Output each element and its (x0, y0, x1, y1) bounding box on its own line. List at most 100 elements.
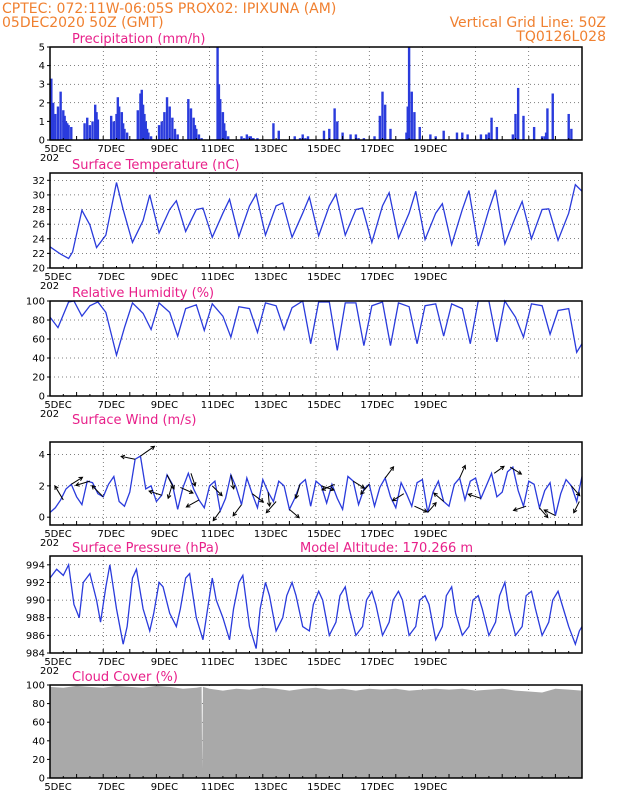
wind-vector (54, 485, 64, 501)
x-tick-label: 15DEC (307, 272, 341, 283)
wind-vector (267, 492, 271, 507)
precip-bar (543, 136, 546, 140)
y-tick-label: 20 (32, 755, 45, 766)
x-tick-label: 7DEC (98, 400, 125, 411)
y-tick-label: 60 (32, 335, 45, 346)
precip-bar (176, 134, 179, 140)
wind-vector-head (543, 513, 549, 519)
x-tick-label: 9DEC (151, 144, 178, 155)
rh-line (49, 299, 583, 358)
y-tick-label: 5 (39, 43, 45, 54)
precip-bar (123, 128, 126, 140)
precip-bar (413, 112, 416, 140)
wind-line (49, 455, 583, 516)
precip-bar (70, 126, 73, 140)
x-tick-label: 9DEC (151, 272, 178, 283)
precip-bar (54, 113, 57, 140)
precip-bar (306, 136, 310, 140)
precip-bar (173, 128, 177, 140)
wind-vector (468, 493, 482, 499)
wind-vector (211, 485, 223, 497)
wind-vector (384, 466, 394, 479)
y-tick-label: 80 (32, 316, 45, 327)
precip-bar (120, 112, 124, 140)
x-tick-label: 19DEC (414, 144, 448, 155)
precip-bar (221, 112, 225, 140)
wind-vector (427, 502, 437, 513)
wind-vector-head (573, 508, 578, 514)
y-tick-label: 24 (32, 234, 45, 245)
x-tick-label: 5DEC (44, 657, 71, 668)
wind-vector (121, 455, 136, 460)
wind-vector (392, 493, 405, 502)
precip-bar (418, 126, 421, 140)
precip-bar (217, 84, 221, 140)
precip-bar (51, 102, 55, 140)
precip-bar (277, 130, 280, 140)
y-tick-label: 22 (32, 249, 45, 260)
x-tick-label: 11DEC (201, 144, 235, 155)
wind-vector (232, 504, 242, 517)
y-tick-label: 1 (39, 117, 45, 128)
wind-vector (148, 490, 162, 496)
wind-vector (186, 499, 200, 508)
x-tick-label: 13DEC (254, 782, 288, 793)
y-tick-label: 2 (39, 98, 45, 109)
x-tick-label: 5DEC (44, 144, 71, 155)
wind-vector (230, 474, 235, 489)
wind-vector-head (188, 489, 194, 494)
wind-vector-head (391, 496, 397, 502)
precip-bar (333, 108, 336, 140)
precip-bar (354, 134, 358, 140)
wind-vector-head (543, 509, 549, 514)
wind-vector (352, 480, 365, 489)
x-tick-label: 9DEC (151, 400, 178, 411)
precip-bar (116, 97, 120, 140)
y-tick-label: 994 (26, 560, 45, 571)
precip-bar (455, 132, 459, 140)
precip-bar (514, 113, 517, 140)
wind-vector (75, 480, 91, 486)
x-tick-label: 5DEC (44, 529, 71, 540)
x-tick-label: 13DEC (254, 144, 288, 155)
y-tick-label: 988 (26, 613, 45, 624)
frame (49, 46, 583, 141)
wind-vector-head (74, 482, 80, 487)
precip-bar (145, 128, 149, 140)
panel-wind: 0 2 4 5DEC 7DEC 9DEC 11DEC 13DEC 15DEC 17DEC 19DEC… (39, 413, 583, 549)
wind-vector (212, 510, 221, 521)
wind-vector (289, 508, 300, 519)
precip-bar (224, 130, 227, 140)
precip-bar (567, 113, 570, 140)
precip-bar (532, 126, 536, 140)
wind-vector-head (575, 491, 581, 497)
x-tick-label: 11DEC (201, 400, 235, 411)
wind-vector (71, 476, 83, 485)
precip-bar (362, 138, 366, 140)
precip-bar (86, 117, 89, 140)
wind-vector-head (360, 490, 365, 495)
y-tick-label: 0 (39, 513, 45, 524)
x-year-label: 202 (40, 153, 59, 164)
wind-vector (543, 509, 556, 517)
precip-bar (407, 47, 411, 140)
precip-bar (140, 89, 143, 140)
y-tick-label: 32 (32, 176, 45, 187)
x-tick-label: 19DEC (414, 272, 448, 283)
x-tick-label: 15DEC (307, 400, 341, 411)
panels: 0 1 2 3 4 5 5DEC 7DEC 9DEC 11DEC 13DEC 15DEC 17DEC 19… (26, 32, 583, 793)
precip-bar (195, 128, 198, 140)
x-tick-label: 13DEC (254, 272, 288, 283)
precip-bar (147, 132, 150, 140)
wind-vector-head (185, 503, 191, 508)
precip-bar (115, 113, 118, 140)
wind-vector (251, 493, 264, 503)
wind-vector-head (232, 511, 237, 517)
precip-bar (94, 104, 97, 140)
precip-bar (62, 110, 65, 140)
panel-pressure: 984 986 988 990 992 994 5DEC 7DEC 9DEC 11DEC 13DEC… (26, 541, 583, 677)
y-tick-label: 100 (26, 297, 45, 308)
wind-vector-head (212, 516, 218, 522)
precip-bar (144, 121, 147, 140)
